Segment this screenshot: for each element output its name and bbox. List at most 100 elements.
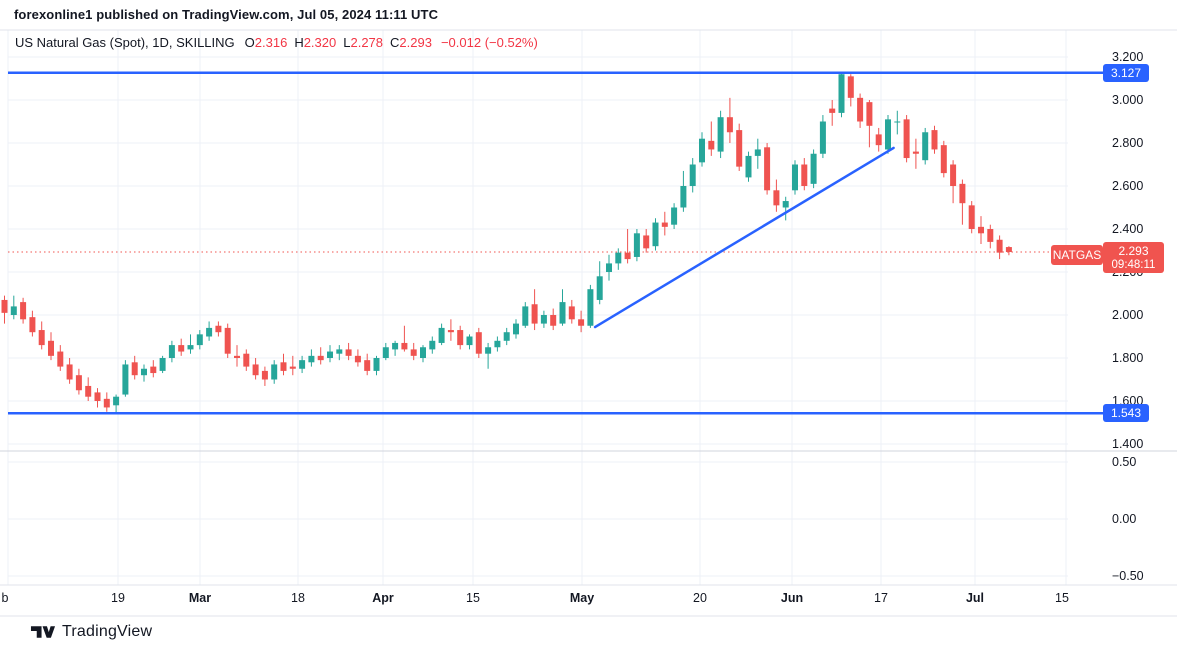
candle-down (875, 127, 882, 152)
candle-down (29, 310, 36, 337)
tradingview-wordmark: TradingView (62, 623, 153, 640)
candle-down (75, 368, 82, 395)
candle-up (782, 196, 789, 221)
candle-up (885, 115, 891, 154)
candle-down (317, 347, 324, 365)
candle-down (912, 138, 919, 169)
tradingview-brand-link[interactable]: TradingView (30, 622, 152, 642)
candle-down (624, 229, 631, 264)
candle-down (20, 297, 27, 324)
candle-down (940, 140, 947, 178)
support-price-badge: 1.543 (1103, 404, 1149, 423)
change-value: −0.012 (−0.52%) (440, 35, 538, 50)
candle-up (810, 149, 817, 189)
candle-down (66, 358, 73, 384)
candle-down (531, 289, 538, 331)
candle-down (364, 353, 371, 376)
candle-down (568, 299, 575, 324)
candle-up (689, 158, 696, 193)
candle-up (615, 248, 622, 270)
bar-countdown: 09:48:11 (1111, 258, 1156, 271)
candle-down (847, 74, 854, 107)
candle-up (373, 355, 380, 376)
candle-down (726, 97, 733, 143)
ohlc-high: H2.320 (294, 35, 337, 50)
candle-up (596, 261, 603, 305)
candle-up (429, 336, 436, 354)
symbol-title: US Natural Gas (Spot), 1D, SKILLING (15, 35, 235, 50)
drawings-layer[interactable] (8, 71, 1103, 415)
candle-up (159, 355, 166, 374)
candle-up (922, 127, 929, 165)
candle-up (652, 218, 659, 251)
candle-up (680, 170, 687, 212)
candle-down (103, 392, 110, 412)
candle-up (513, 319, 519, 339)
candle-down (996, 235, 1003, 260)
tradingview-logo-icon (30, 626, 56, 638)
candle-down (801, 158, 808, 191)
candle-down (85, 377, 92, 401)
candle-down (1005, 246, 1012, 256)
candle-down (773, 179, 780, 212)
candle-up (754, 138, 761, 169)
candle-up (327, 345, 333, 363)
candle-up (438, 323, 445, 346)
candle-down (866, 100, 873, 148)
candle-down (1, 295, 8, 324)
candle-up (792, 160, 798, 195)
candle-up (494, 336, 501, 352)
candle-up (699, 132, 705, 167)
candle-up (894, 110, 901, 135)
candle-down (968, 201, 975, 234)
candle-up (819, 115, 826, 159)
candle-down (401, 325, 408, 352)
candle-down (987, 224, 994, 249)
candle-down (261, 366, 268, 386)
candle-up (838, 72, 845, 118)
candle-up (522, 302, 529, 328)
candle-up (606, 254, 612, 281)
candle-up (745, 151, 752, 182)
resistance-price-badge: 3.127 (1103, 63, 1149, 82)
candle-down (457, 325, 464, 350)
candle-down (289, 355, 296, 376)
candle-up (382, 342, 389, 361)
published-attribution: forexonline1 published on TradingView.co… (14, 7, 439, 22)
grid-layer (7, 30, 1068, 585)
candle-up (141, 364, 147, 382)
ohlc-close: C2.293 (390, 35, 432, 50)
last-price-badge: 2.293 09:48:11 (1103, 242, 1164, 273)
candle-down (224, 323, 231, 358)
candle-down (978, 216, 984, 245)
candle-up (466, 334, 473, 350)
candle-up (206, 321, 213, 341)
candle-up (187, 334, 194, 354)
ohlc-open: O2.316 (244, 35, 288, 50)
candle-down (38, 321, 45, 350)
candle-down (345, 342, 352, 361)
candle-down (252, 358, 259, 380)
candle-up (503, 327, 510, 346)
candle-up (113, 394, 120, 413)
candle-up (420, 345, 426, 363)
candle-down (48, 332, 54, 361)
frame-layer (0, 29, 1177, 617)
ohlc-low: L2.278 (343, 35, 384, 50)
candle-down (550, 308, 557, 331)
candle-down (447, 319, 454, 341)
candle-down (410, 342, 417, 361)
candle-up (485, 342, 492, 369)
candle-down (931, 125, 938, 154)
candle-down (643, 229, 650, 253)
candle-down (131, 355, 138, 380)
candle-down (764, 143, 771, 195)
candle-down (57, 345, 64, 371)
candle-down (959, 179, 966, 225)
candle-up (633, 229, 640, 262)
candle-up (559, 289, 566, 326)
candle-down (215, 321, 222, 337)
candle-up (168, 340, 175, 363)
